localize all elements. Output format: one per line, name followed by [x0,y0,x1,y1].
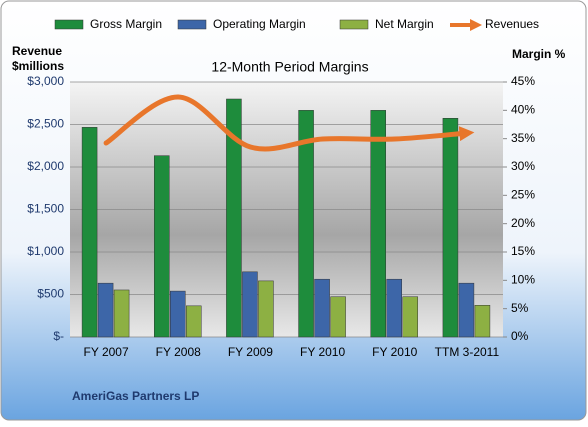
bar [81,127,98,338]
bar [298,110,314,338]
legend-label: Operating Margin [213,17,306,31]
line [103,94,475,152]
y-label: Revenue [12,44,62,58]
bar [258,280,274,338]
bar [458,282,475,338]
y2-tick-label: 25% [511,188,535,202]
x-tick-label: TTM 3-2011 [435,345,500,359]
y-tick-label: $3,000 [27,74,64,88]
y-tick-label: $- [53,329,64,343]
bar [370,110,386,338]
bar [154,155,170,338]
bar [170,290,186,338]
y2-tick-label: 10% [511,273,535,287]
legend-swatch [339,19,369,30]
bar [226,98,242,338]
bar [314,278,330,338]
y2-tick-label: 20% [511,216,535,230]
legend-label: Revenues [485,17,539,31]
x-tick-label: FY 2009 [228,345,273,359]
legend-label: Net Margin [375,17,434,31]
legend-swatch [177,19,207,30]
legend-swatch [54,19,84,30]
x-tick-label: FY 2008 [156,345,201,359]
y-tick-label: $2,500 [27,117,64,131]
bar [474,305,491,338]
bar [402,296,418,338]
bar [330,296,346,338]
y2-tick-label: 40% [511,103,535,117]
y-label: $millions [12,59,64,73]
y2-tick-label: 35% [511,131,535,145]
y-tick-label: $1,500 [27,202,64,216]
bar [186,305,202,338]
legend-label: Gross Margin [90,17,162,31]
y-tick-label: $1,000 [27,244,64,258]
bar [442,118,459,338]
footer: AmeriGas Partners LP [72,389,199,403]
x-tick-label: FY 2010 [300,345,345,359]
y2-tick-label: 30% [511,159,535,173]
chart-title: 12-Month Period Margins [211,59,368,75]
bar [113,289,130,338]
y-tick-label: $500 [37,287,64,301]
y2-tick-label: 45% [511,74,535,88]
y2-label: Margin % [512,47,566,61]
bar [386,278,402,338]
y2-tick-label: 0% [511,329,529,343]
bar [97,282,114,338]
y-tick-label: $2,000 [27,159,64,173]
y2-tick-label: 15% [511,244,535,258]
bar [242,271,258,338]
y2-tick-label: 5% [511,301,529,315]
x-tick-label: FY 2007 [84,345,129,359]
x-tick-label: FY 2010 [372,345,417,359]
